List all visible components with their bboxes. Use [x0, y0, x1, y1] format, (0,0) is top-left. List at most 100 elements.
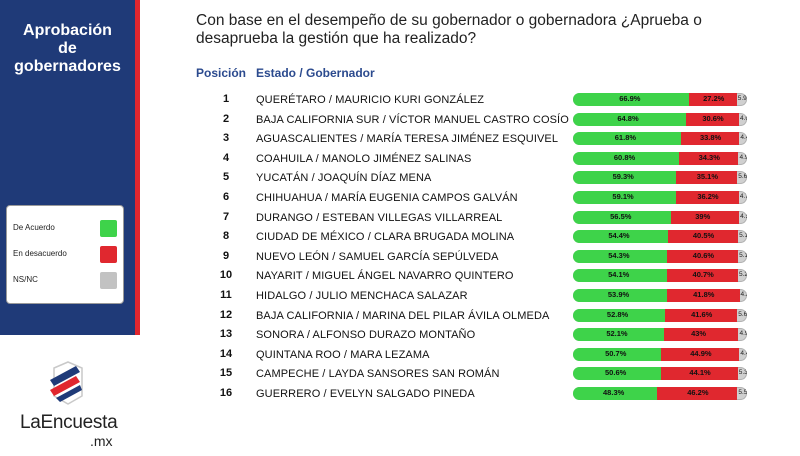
bar-segment-agree: [573, 230, 668, 244]
sidebar-stripe: [135, 0, 140, 335]
rank-3: 3: [222, 132, 230, 145]
data-label-nsnc: 5.6%: [738, 310, 747, 318]
bar-segment-agree: [573, 328, 664, 342]
rank-4: 4: [222, 151, 230, 164]
legend-item-agree: De Acuerdo: [13, 220, 117, 238]
bar-segment-disagree: [664, 308, 738, 322]
bar-segment-agree: [573, 132, 681, 146]
data-label-disagree: 44.9%: [690, 348, 712, 358]
bar-segment-agree: [573, 269, 668, 283]
bar-segment-agree: [573, 112, 686, 126]
rank-11: 11: [220, 289, 232, 301]
stacked-bar-row-13: 52.1% 43% 4.9%: [573, 328, 747, 342]
bar-segment-disagree: [663, 328, 739, 342]
bar-segment-agree: [573, 93, 690, 106]
state-governor-label: GUERRERO / EVELYN SALGADO PINEDA: [256, 388, 475, 400]
bar-segment-agree: [573, 308, 665, 322]
bar-segment-agree: [573, 289, 667, 302]
state-governor-label: NUEVO LEÓN / SAMUEL GARCÍA SEPÚLVEDA: [256, 250, 499, 263]
state-governor-label: BAJA CALIFORNIA / MARINA DEL PILAR ÁVILA…: [256, 309, 550, 322]
bar-segment-disagree: [667, 269, 738, 283]
stacked-bar-row-7: 56.5% 39% 4.5%: [573, 210, 747, 224]
data-label-agree: 54.4%: [608, 231, 630, 241]
rank-6: 6: [222, 191, 230, 203]
bar-segment-agree: [573, 210, 672, 224]
rank-7: 7: [222, 210, 230, 223]
data-label-nsnc: 4.3%: [740, 291, 747, 298]
bar-segment-agree: [573, 171, 677, 185]
stacked-bar-row-8: 54.4% 40.5% 5.1%: [573, 230, 747, 244]
rank-9: 9: [222, 249, 230, 262]
data-label-disagree: 44.1%: [689, 368, 711, 378]
data-label-disagree: 27.2%: [703, 94, 725, 103]
data-label-nsnc: 4.5%: [740, 212, 747, 220]
state-governor-label: QUERÉTARO / MAURICIO KURI GONZÁLEZ: [256, 94, 485, 106]
bar-segment-disagree: [678, 151, 739, 165]
stacked-bar-row-4: 60.8% 34.3% 4.9%: [573, 151, 747, 165]
rank-10: 10: [219, 269, 233, 282]
state-governor-label: COAHUILA / MANOLO JIMÉNEZ SALINAS: [256, 152, 472, 165]
data-label-nsnc: 5.2%: [738, 271, 747, 279]
survey-question: Con base en el desempeño de su gobernado…: [196, 12, 702, 47]
bar-segment-disagree: [689, 93, 737, 106]
stacked-bar-row-2: 64.8% 30.6% 4.6%: [573, 112, 747, 126]
state-governor-label: CAMPECHE / LAYDA SANSORES SAN ROMÁN: [256, 368, 500, 381]
legend-label-agree: De Acuerdo: [13, 223, 55, 232]
data-label-nsnc: 4.4%: [740, 349, 747, 357]
data-label-nsnc: 4.4%: [740, 134, 747, 142]
data-label-agree: 54.3%: [608, 250, 630, 260]
bar-segment-disagree: [667, 230, 739, 244]
bar-segment-disagree: [680, 132, 740, 146]
column-header-position: Posición: [196, 66, 247, 80]
state-governor-label: CHIHUAHUA / MARÍA EUGENIA CAMPOS GALVÁN: [256, 192, 518, 204]
column-header-state: Estado / Gobernador: [256, 66, 375, 80]
data-label-nsnc: 4.9%: [739, 153, 747, 161]
data-label-agree: 66.9%: [619, 94, 641, 103]
bar-segment-disagree: [661, 367, 738, 381]
stacked-bar-row-14: 50.7% 44.9% 4.4%: [573, 347, 747, 361]
state-governor-label: HIDALGO / JULIO MENCHACA SALAZAR: [256, 290, 468, 302]
stacked-bar-row-5: 59.3% 35.1% 5.6%: [573, 171, 747, 185]
state-governor-label: YUCATÁN / JOAQUÍN DÍAZ MENA: [256, 172, 432, 185]
data-label-disagree: 40.5%: [692, 231, 715, 241]
data-label-nsnc: 4.9%: [739, 330, 747, 338]
stacked-bar-row-6: 59.1% 36.2% 4.7%: [573, 191, 747, 204]
legend-swatch-disagree: [100, 246, 117, 263]
data-label-disagree: 39%: [695, 211, 711, 221]
data-label-agree: 64.8%: [617, 113, 639, 123]
stacked-bar-row-3: 61.8% 33.8% 4.4%: [573, 132, 747, 146]
stacked-bar-row-12: 52.8% 41.6% 5.6%: [573, 308, 747, 322]
legend-item-disagree: En desacuerdo: [13, 246, 117, 264]
sidebar-title-line3: gobernadores: [14, 58, 121, 75]
data-label-disagree: 41.8%: [693, 290, 715, 299]
data-label-agree: 50.6%: [605, 368, 627, 378]
rank-13: 13: [219, 328, 233, 341]
data-label-disagree: 34.3%: [698, 152, 720, 162]
data-label-agree: 48.3%: [603, 388, 625, 397]
state-governor-label: QUINTANA ROO / MARA LEZAMA: [256, 348, 430, 361]
rank-5: 5: [222, 171, 230, 184]
bar-segment-disagree: [675, 191, 739, 204]
bar-segment-disagree: [657, 387, 738, 400]
data-label-nsnc: 5.1%: [739, 232, 747, 240]
bar-segment-agree: [573, 367, 662, 381]
rank-12: 12: [219, 308, 233, 321]
stacked-bar-row-9: 54.3% 40.6% 5.1%: [573, 249, 747, 263]
sidebar-title-line2: de: [58, 40, 77, 57]
stacked-bar-row-10: 54.1% 40.7% 5.2%: [573, 269, 747, 283]
data-label-disagree: 41.6%: [691, 309, 713, 319]
data-label-agree: 60.8%: [613, 152, 636, 162]
bar-segment-disagree: [667, 249, 739, 263]
data-label-agree: 52.8%: [606, 309, 629, 319]
sidebar-title: Aprobación de gobernadores: [0, 22, 135, 76]
logo: LaEncuesta .mx: [20, 360, 130, 450]
data-label-nsnc: 5.9%: [737, 95, 747, 102]
rank-15: 15: [219, 367, 233, 380]
logo-text: LaEncuesta: [20, 412, 118, 433]
state-governor-label: BAJA CALIFORNIA SUR / VÍCTOR MANUEL CAST…: [256, 113, 569, 126]
bar-segment-agree: [573, 347, 662, 361]
legend-swatch-agree: [100, 220, 117, 237]
bar-segment-disagree: [685, 112, 739, 126]
data-label-agree: 61.8%: [614, 133, 637, 143]
legend: De Acuerdo En desacuerdo NS/NC: [6, 205, 124, 304]
